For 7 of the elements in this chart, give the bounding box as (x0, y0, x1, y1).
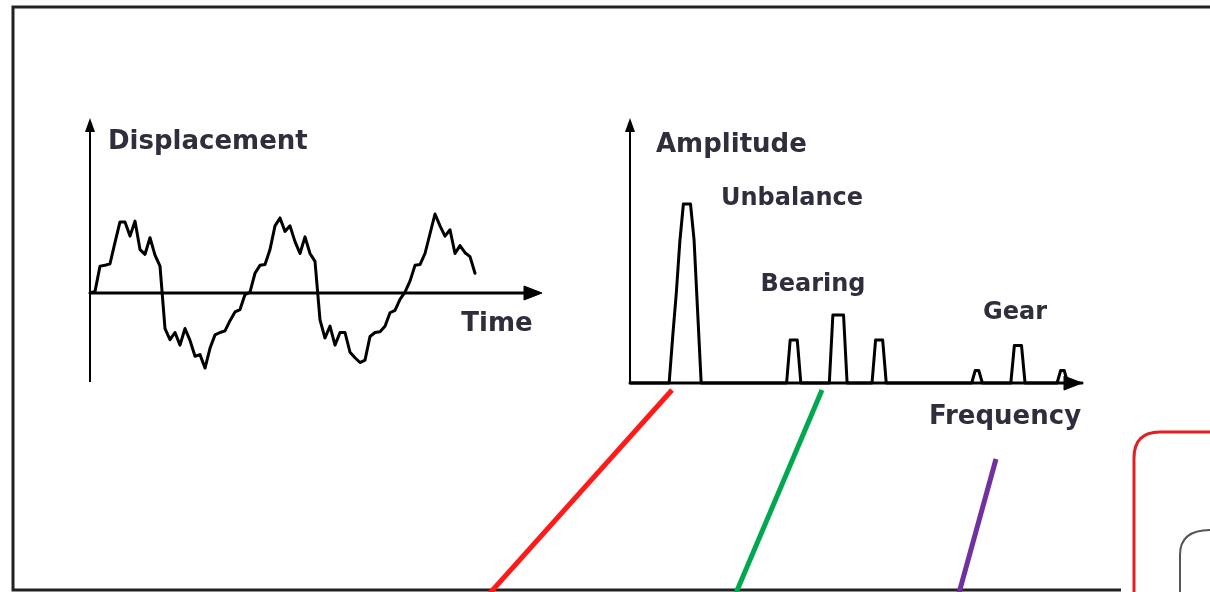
annotation: Gear (982, 297, 1048, 325)
x-axis-title: Frequency (928, 400, 1082, 430)
y-axis-title: Amplitude (656, 128, 807, 158)
annotation: Unbalance (721, 183, 863, 211)
y-axis-title: Displacement (108, 125, 308, 155)
annotation: Bearing (760, 269, 866, 297)
x-axis-title: Time (461, 307, 533, 337)
